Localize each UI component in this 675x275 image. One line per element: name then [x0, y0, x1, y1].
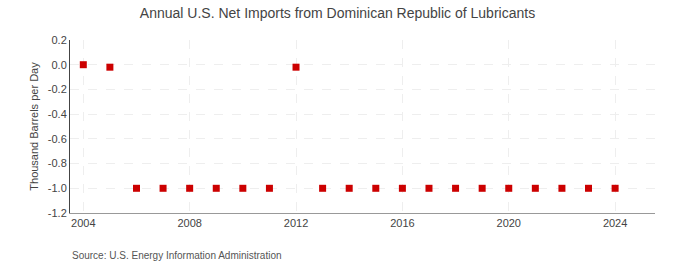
svg-text:2020: 2020 — [497, 217, 521, 229]
svg-text:Annual U.S. Net Imports from D: Annual U.S. Net Imports from Dominican R… — [140, 5, 535, 21]
svg-text:0.2: 0.2 — [52, 34, 67, 46]
svg-text:2004: 2004 — [71, 217, 95, 229]
svg-text:Source: U.S. Energy Informatio: Source: U.S. Energy Information Administ… — [72, 250, 282, 261]
svg-text:2016: 2016 — [390, 217, 414, 229]
svg-text:-0.8: -0.8 — [48, 157, 67, 169]
svg-text:-0.6: -0.6 — [48, 133, 67, 145]
svg-text:Thousand Barrels per Day: Thousand Barrels per Day — [28, 62, 40, 191]
svg-text:0.0: 0.0 — [52, 59, 67, 71]
svg-text:2012: 2012 — [284, 217, 308, 229]
svg-text:2024: 2024 — [603, 217, 627, 229]
svg-text:-1.0: -1.0 — [48, 182, 67, 194]
svg-text:-1.2: -1.2 — [48, 207, 67, 219]
svg-text:2008: 2008 — [177, 217, 201, 229]
svg-text:-0.4: -0.4 — [48, 108, 67, 120]
svg-text:-0.2: -0.2 — [48, 83, 67, 95]
